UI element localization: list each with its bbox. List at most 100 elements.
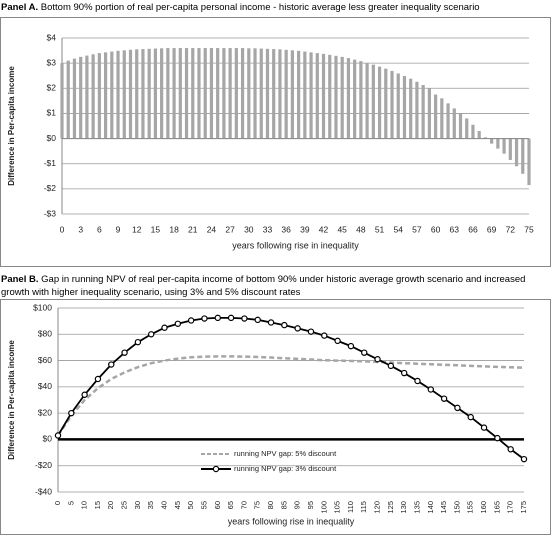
x-tick-label: 90	[293, 501, 302, 509]
x-tick-label: 60	[213, 501, 222, 509]
marker	[520, 455, 528, 463]
x-tick-label: 15	[93, 501, 102, 509]
bar	[334, 55, 338, 139]
x-tick-label: 95	[306, 501, 315, 509]
x-tick-label: 5	[66, 501, 75, 505]
marker	[267, 319, 275, 326]
marker	[121, 349, 128, 356]
marker	[440, 395, 448, 402]
bar	[128, 49, 133, 139]
marker	[374, 356, 381, 363]
x-tick-label: 150	[452, 501, 461, 514]
panel-a-title: Panel A. Bottom 90% portion of real per-…	[1, 1, 550, 14]
bar	[166, 48, 170, 139]
bar	[396, 73, 400, 139]
marker	[307, 328, 315, 335]
bar	[160, 48, 164, 139]
x-tick-label: 145	[439, 501, 448, 514]
marker	[467, 413, 474, 421]
marker	[68, 409, 75, 417]
y-tick-label: $100	[33, 302, 52, 312]
x-tick-label: 130	[399, 501, 408, 514]
marker	[507, 446, 514, 453]
bar	[234, 48, 238, 139]
marker	[334, 337, 341, 345]
marker	[147, 331, 155, 338]
bar	[346, 58, 351, 139]
bar	[284, 49, 288, 139]
bar	[321, 53, 326, 139]
x-tick-label: 160	[479, 501, 488, 514]
bar	[377, 66, 382, 139]
bar	[483, 137, 488, 139]
marker	[81, 391, 88, 398]
x-tick-label: 40	[159, 501, 168, 509]
bar	[278, 49, 282, 139]
bar	[290, 50, 294, 139]
y-tick-label: -$20	[35, 460, 52, 470]
title: Gap in running NPV of real per-capita in…	[1, 274, 526, 298]
bar	[440, 98, 444, 139]
x-tick-label: 0	[60, 224, 65, 234]
bar	[508, 138, 512, 160]
bar	[79, 56, 83, 139]
marker	[134, 338, 142, 346]
marker	[174, 320, 182, 327]
x-tick-label: 33	[263, 224, 273, 234]
bar	[477, 131, 481, 139]
x-tick-label: 48	[356, 224, 366, 234]
x-tick-label: 165	[492, 501, 501, 514]
x-tick-label: 75	[253, 501, 262, 509]
x-tick-label: 30	[244, 224, 254, 234]
bar	[458, 113, 463, 139]
x-tick-label: 70	[239, 501, 248, 509]
bar	[97, 53, 101, 139]
x-tick-label: 51	[375, 224, 385, 234]
bar	[197, 48, 201, 139]
bar	[415, 81, 419, 139]
bar	[60, 63, 64, 139]
bar	[216, 48, 220, 139]
y-tick-label: $0	[47, 133, 57, 143]
panel-label: Panel B.	[1, 274, 39, 285]
bar	[353, 59, 357, 139]
bar	[490, 138, 494, 144]
x-tick-label: 12	[132, 224, 142, 234]
marker	[108, 361, 115, 368]
marker	[494, 434, 501, 442]
marker	[400, 369, 408, 377]
x-tick-label: 57	[412, 224, 422, 234]
x-tick-label: 100	[319, 501, 328, 514]
x-tick-label: 80	[266, 501, 275, 509]
bar	[328, 54, 332, 139]
x-tick-label: 110	[346, 501, 355, 513]
marker	[480, 424, 488, 431]
bar	[359, 61, 363, 139]
bar	[409, 78, 413, 139]
y-tick-label: $20	[38, 407, 52, 417]
bar	[72, 58, 77, 139]
marker	[54, 432, 62, 439]
bar	[371, 64, 375, 139]
marker	[361, 349, 368, 356]
marker	[414, 377, 421, 385]
bar	[259, 48, 263, 139]
marker	[187, 317, 195, 324]
bar	[66, 60, 70, 139]
y-tick-label: $2	[47, 83, 57, 93]
y-axis-label: Difference in Per-capita income	[7, 66, 16, 186]
marker	[161, 324, 168, 331]
marker	[201, 315, 208, 322]
bar	[253, 48, 257, 139]
bar	[446, 103, 450, 139]
bar	[384, 68, 388, 139]
x-tick-label: 66	[468, 224, 478, 234]
y-tick-label: $4	[47, 32, 57, 42]
x-tick-label: 3	[78, 224, 83, 234]
bar	[91, 54, 95, 139]
bar	[421, 85, 425, 139]
x-axis-label: years following rise in inequality	[228, 516, 355, 526]
y-axis-label: Difference in Per-capita income	[7, 340, 16, 460]
y-tick-label: $3	[47, 57, 57, 67]
marker	[281, 321, 288, 329]
